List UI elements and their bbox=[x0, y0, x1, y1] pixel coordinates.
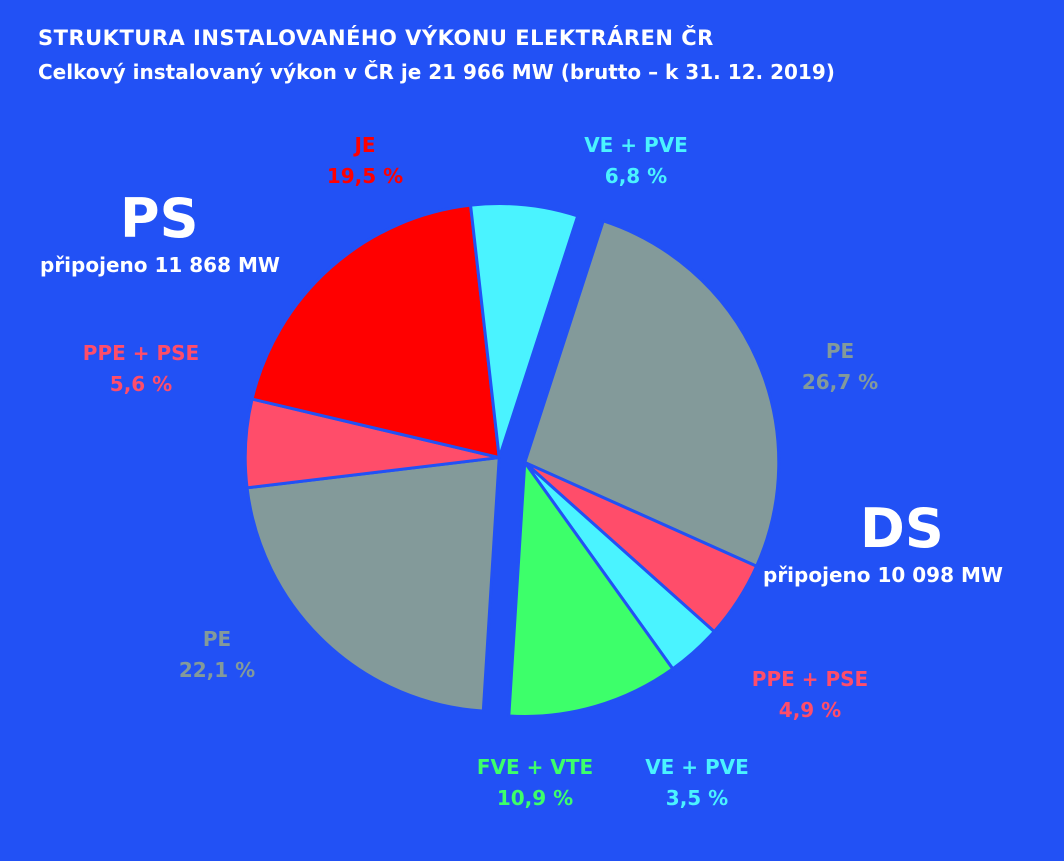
ds-group-title: DS bbox=[860, 497, 944, 560]
slice-label-ps-pe: PE 22,1 % bbox=[179, 624, 255, 686]
slice-name-ds-ve-pve: VE + PVE bbox=[645, 755, 749, 779]
slice-label-ps-je: JE 19,5 % bbox=[327, 130, 403, 192]
slice-value-ds-ve-pve: 3,5 % bbox=[665, 786, 729, 810]
slice-label-ds-ppe-pse: PPE + PSE 4,9 % bbox=[752, 664, 868, 726]
ds-group-subtitle: připojeno 10 098 MW bbox=[763, 563, 1003, 587]
ps-group-subtitle: připojeno 11 868 MW bbox=[40, 253, 280, 277]
pie-slice-ps-pe bbox=[245, 456, 501, 713]
slice-label-ds-pe: PE 26,7 % bbox=[802, 336, 878, 398]
chart-subtitle: Celkový instalovaný výkon v ČR je 21 966… bbox=[38, 60, 835, 84]
slice-name-ps-ppe-pse: PPE + PSE bbox=[82, 341, 200, 365]
slice-label-ds-ve-pve: VE + PVE 3,5 % bbox=[645, 752, 749, 814]
slice-label-ps-ppe-pse: PPE + PSE 5,6 % bbox=[83, 338, 199, 400]
slice-value-ps-pe: 22,1 % bbox=[178, 658, 256, 682]
slice-value-ps-ve-pve: 6,8 % bbox=[604, 164, 668, 188]
slice-name-ds-pe: PE bbox=[825, 339, 855, 363]
pie-slices bbox=[243, 202, 781, 718]
ps-group-title: PS bbox=[120, 187, 199, 250]
chart-title: STRUKTURA INSTALOVANÉHO VÝKONU ELEKTRÁRE… bbox=[38, 26, 714, 50]
pie-slice-ds-pe bbox=[523, 219, 781, 568]
slice-name-ds-fve-vte: FVE + VTE bbox=[476, 755, 594, 779]
slice-name-ps-je: JE bbox=[354, 133, 376, 157]
pie-slice-ds-fve-vte bbox=[507, 460, 675, 718]
slice-label-ps-ve-pve: VE + PVE 6,8 % bbox=[584, 130, 688, 192]
pie-slice-ps-je bbox=[250, 203, 501, 460]
slice-value-ds-fve-vte: 10,9 % bbox=[496, 786, 574, 810]
slice-label-ds-fve-vte: FVE + VTE 10,9 % bbox=[477, 752, 593, 814]
slice-value-ps-ppe-pse: 5,6 % bbox=[109, 372, 173, 396]
slice-value-ps-je: 19,5 % bbox=[326, 164, 404, 188]
slice-value-ds-ppe-pse: 4,9 % bbox=[778, 698, 842, 722]
slice-value-ds-pe: 26,7 % bbox=[801, 370, 879, 394]
slice-name-ps-ve-pve: VE + PVE bbox=[584, 133, 688, 157]
slice-name-ds-ppe-pse: PPE + PSE bbox=[751, 667, 869, 691]
pie-slice-ps-ve-pve bbox=[469, 202, 580, 460]
slice-name-ps-pe: PE bbox=[202, 627, 232, 651]
